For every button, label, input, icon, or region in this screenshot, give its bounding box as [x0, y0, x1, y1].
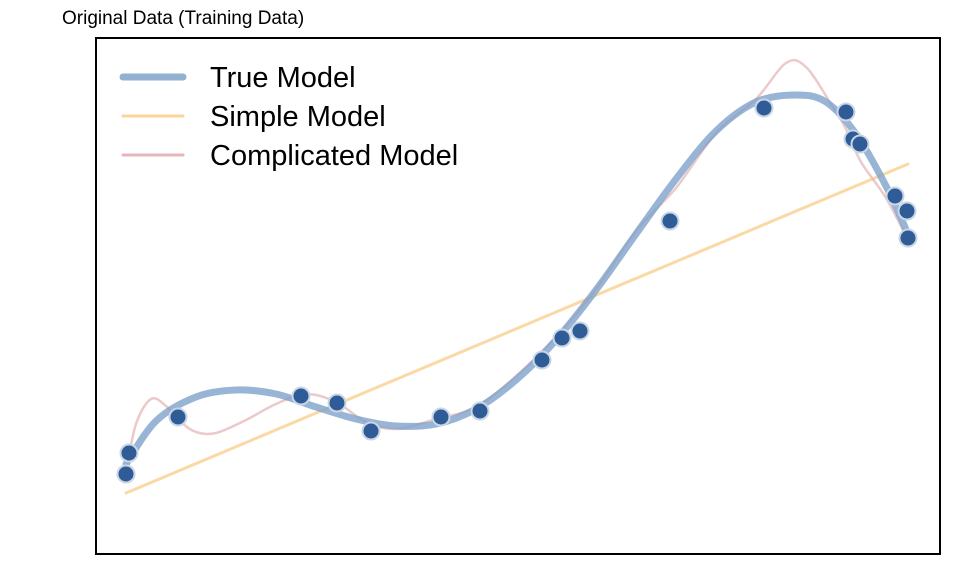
plot-frame	[95, 37, 941, 555]
data-point	[897, 201, 917, 221]
data-point	[431, 407, 451, 427]
data-point	[168, 407, 188, 427]
data-point	[361, 421, 381, 441]
data-point	[552, 328, 572, 348]
data-point	[327, 393, 347, 413]
data-point	[570, 321, 590, 341]
data-point	[532, 350, 552, 370]
data-point	[291, 386, 311, 406]
legend-label-complicated-model: Complicated Model	[210, 140, 458, 172]
legend: True Model Simple Model Complicated Mode…	[119, 62, 458, 172]
data-point	[836, 102, 856, 122]
legend-label-simple-model: Simple Model	[210, 101, 386, 133]
data-point	[885, 186, 905, 206]
chart-title: Original Data (Training Data)	[62, 8, 305, 29]
series-line-simple-model	[124, 162, 910, 495]
data-point	[119, 443, 139, 463]
data-point	[850, 134, 870, 154]
legend-label-true-model: True Model	[210, 62, 356, 94]
data-point	[660, 211, 680, 231]
data-point	[898, 228, 918, 248]
data-point	[470, 401, 490, 421]
data-point	[116, 464, 136, 484]
data-point	[754, 98, 774, 118]
points-layer	[116, 98, 918, 484]
